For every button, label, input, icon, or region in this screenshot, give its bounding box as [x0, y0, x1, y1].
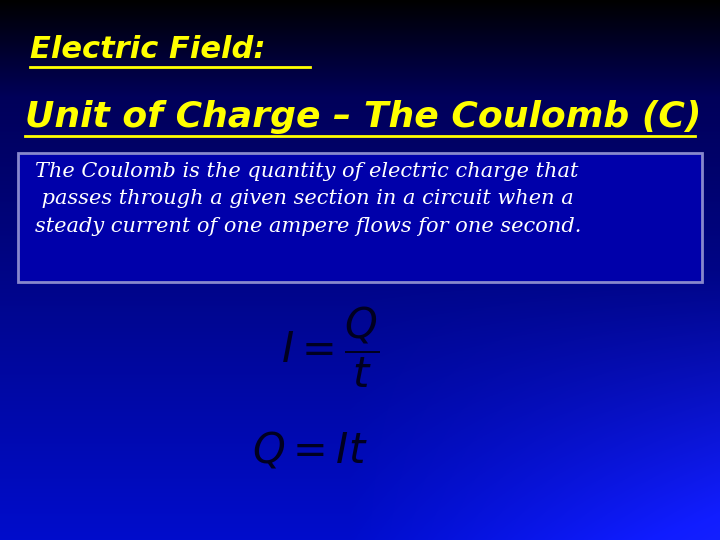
Text: Unit of Charge – The Coulomb (C): Unit of Charge – The Coulomb (C) [25, 100, 701, 134]
Text: $I = \dfrac{Q}{t}$: $I = \dfrac{Q}{t}$ [281, 305, 379, 390]
Text: Electric Field:: Electric Field: [30, 35, 266, 64]
Text: The Coulomb is the quantity of electric charge that
 passes through a given sect: The Coulomb is the quantity of electric … [35, 162, 581, 235]
Text: $Q = It$: $Q = It$ [252, 430, 368, 472]
FancyBboxPatch shape [18, 153, 702, 282]
